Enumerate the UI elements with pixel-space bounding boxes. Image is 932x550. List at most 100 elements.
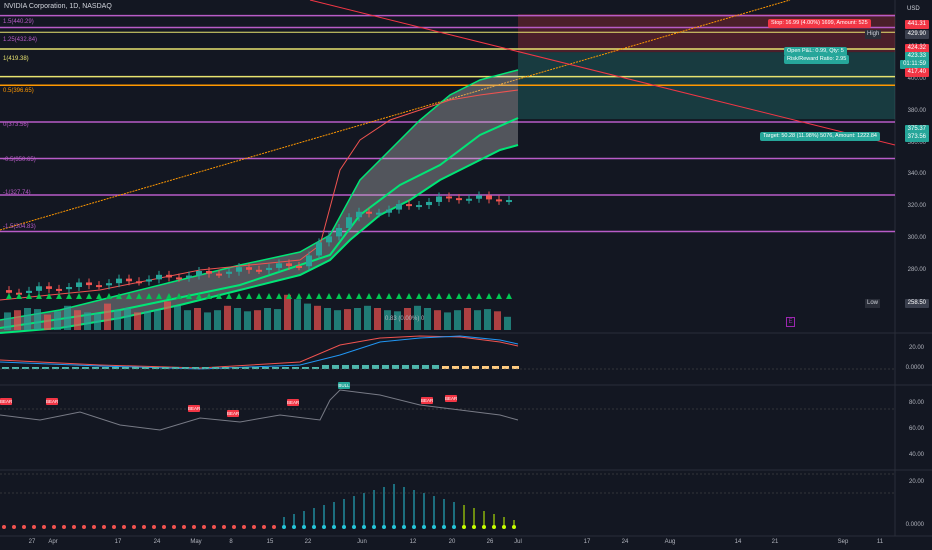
signal-triangle xyxy=(156,293,162,299)
momentum-dot xyxy=(192,525,196,529)
macd-histogram-bar xyxy=(122,367,129,369)
signal-triangle xyxy=(306,293,312,299)
macd-histogram-bar xyxy=(202,367,209,369)
signal-triangle xyxy=(56,293,62,299)
signal-triangle xyxy=(126,293,132,299)
candle-body xyxy=(36,286,42,291)
candle-body xyxy=(466,198,472,201)
macd-histogram-bar xyxy=(482,366,489,369)
signal-triangle xyxy=(446,293,452,299)
candle-body xyxy=(246,267,252,270)
volume-bar xyxy=(174,305,181,330)
macd-histogram-bar xyxy=(282,367,289,369)
momentum-dot xyxy=(352,525,356,529)
macd-histogram-bar xyxy=(102,367,109,369)
volume-bar xyxy=(384,310,391,330)
volume-bar xyxy=(284,294,291,330)
macd-histogram-bar xyxy=(22,367,29,369)
macd-histogram-bar xyxy=(272,367,279,369)
rsi-line xyxy=(0,389,519,431)
symbol-title[interactable]: NVIDIA Corporation, 1D, NASDAQ xyxy=(4,3,112,10)
momentum-dot xyxy=(102,525,106,529)
signal-triangle xyxy=(256,293,262,299)
signal-tag-bear: BEAR xyxy=(445,395,458,402)
volume-bar xyxy=(404,308,411,330)
macd-histogram-bar xyxy=(472,366,479,369)
momentum-dot xyxy=(82,525,86,529)
time-axis-tick: 8 xyxy=(229,539,233,545)
volume-bar xyxy=(434,310,441,330)
time-axis-tick: Jul xyxy=(514,539,522,545)
momentum-dot xyxy=(372,525,376,529)
macd-histogram-bar xyxy=(192,367,199,369)
momentum-dot xyxy=(482,525,486,529)
signal-triangle xyxy=(506,293,512,299)
volume-bar xyxy=(234,308,241,330)
macd-histogram-bar xyxy=(452,366,459,369)
indicator-axis-tick: 20.00 xyxy=(908,479,924,485)
fib-level-label: 1.5(440.29) xyxy=(3,19,34,25)
momentum-dot xyxy=(402,525,406,529)
signal-tag-bear: BEAR xyxy=(421,397,434,404)
price-badge-side-label: Low xyxy=(865,299,881,308)
candle-body xyxy=(116,278,122,284)
momentum-dot xyxy=(502,525,506,529)
price-axis-tick: 300.00 xyxy=(907,235,926,242)
signal-triangle xyxy=(226,293,232,299)
momentum-dot xyxy=(162,525,166,529)
signal-triangle xyxy=(486,293,492,299)
macd-histogram-bar xyxy=(112,367,119,369)
volume-bar xyxy=(14,310,21,330)
signal-triangle xyxy=(296,293,302,299)
volume-bar xyxy=(184,310,191,330)
price-badge: 417.40 xyxy=(904,68,929,77)
candle-body xyxy=(356,211,362,218)
candle-body xyxy=(376,212,382,215)
volume-bar xyxy=(354,308,361,330)
signal-triangle xyxy=(466,293,472,299)
time-axis-tick: 24 xyxy=(621,539,629,545)
momentum-dot xyxy=(52,525,56,529)
volume-bar xyxy=(104,303,111,330)
candle-body xyxy=(76,282,82,288)
volume-bar xyxy=(244,311,251,330)
volume-bar xyxy=(94,313,101,330)
macd-histogram-bar xyxy=(342,365,349,369)
signal-triangle xyxy=(86,293,92,299)
price-badge: 423.33 xyxy=(904,52,929,61)
target-label: Target: 50.28 (11.98%) 5076, Amount: 122… xyxy=(760,132,880,141)
price-axis-tick: 380.00 xyxy=(907,107,926,114)
macd-histogram-bar xyxy=(362,365,369,369)
candle-body xyxy=(256,269,262,272)
candle-body xyxy=(406,204,412,207)
volume-bar xyxy=(214,310,221,330)
candle-body xyxy=(496,199,502,202)
candle-body xyxy=(226,271,232,274)
time-axis-tick: 11 xyxy=(876,539,884,545)
volume-readout: 0.83 (0.00%) 0 xyxy=(385,316,425,322)
signal-triangle xyxy=(166,293,172,299)
momentum-dot xyxy=(392,525,396,529)
candle-body xyxy=(186,275,192,278)
volume-bar xyxy=(484,309,491,330)
momentum-dot xyxy=(242,525,246,529)
price-badge: 258.50 xyxy=(904,299,929,308)
macd-histogram-bar xyxy=(152,367,159,369)
candle-body xyxy=(456,198,462,201)
volume-bar xyxy=(144,311,151,330)
volume-bar xyxy=(364,305,371,330)
momentum-dot xyxy=(272,525,276,529)
fib-level-label: -1(327.74) xyxy=(3,190,31,196)
signal-triangle xyxy=(266,293,272,299)
indicator-axis-tick: 0.0000 xyxy=(905,365,924,371)
signal-triangle xyxy=(356,293,362,299)
time-axis-tick: 12 xyxy=(409,539,417,545)
candle-body xyxy=(96,285,102,288)
earnings-marker[interactable]: E xyxy=(786,317,795,327)
candle-body xyxy=(396,204,402,210)
volume-bar xyxy=(44,314,51,330)
indicator-axis-tick: 0.0000 xyxy=(905,522,924,528)
open-pnl-label: Open P&L: 0.99, Qty: 5 xyxy=(784,47,847,56)
candle-body xyxy=(46,286,52,289)
